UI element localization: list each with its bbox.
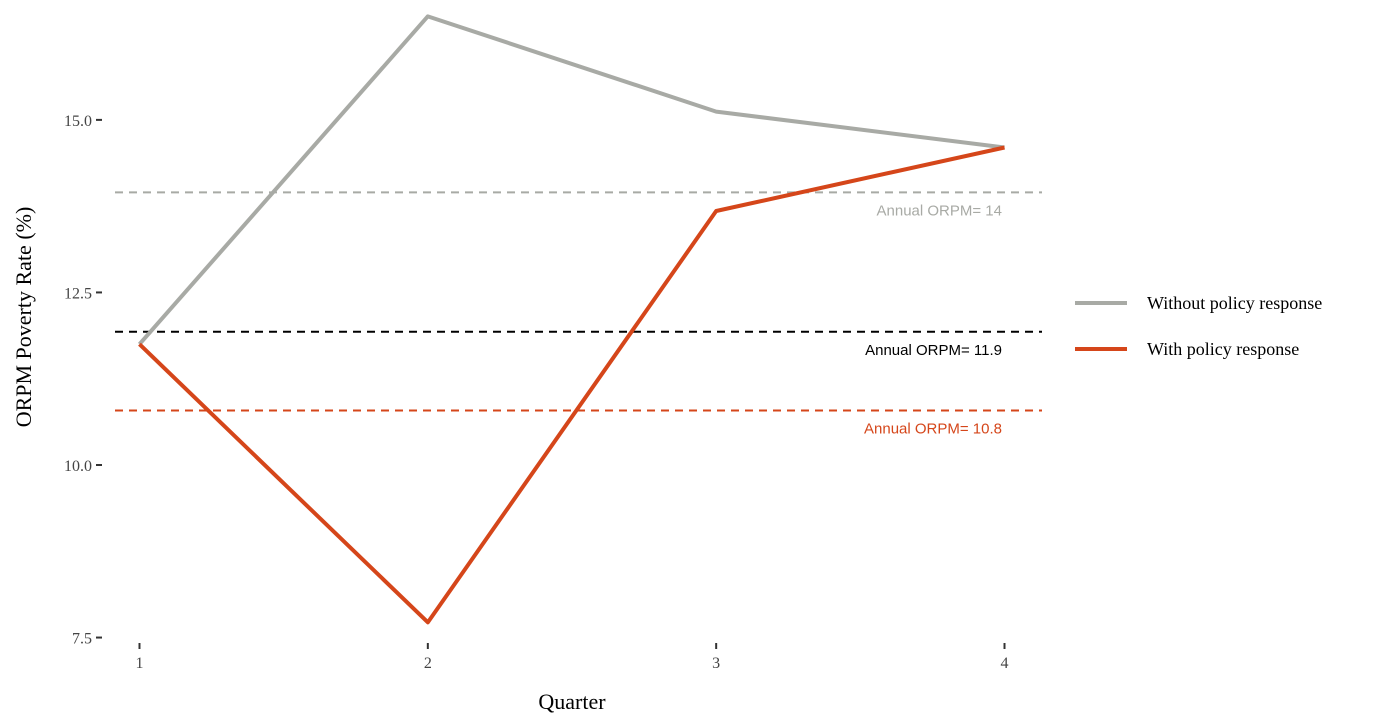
series-lines — [137, 14, 1005, 625]
y-tick-label-2: 12.5 — [64, 285, 92, 302]
x-axis: 1 2 3 4 — [135, 643, 1009, 672]
y-tick-label-0: 7.5 — [72, 631, 92, 648]
reference-lines: Annual ORPM= 14 Annual ORPM= 11.9 Annual O… — [115, 191, 1042, 437]
legend-label-0: Without policy response — [1147, 293, 1322, 313]
y-tick-label-1: 10.0 — [64, 458, 92, 475]
series-line-1 — [138, 145, 1005, 625]
x-tick-label-0: 1 — [135, 655, 143, 672]
legend: Without policy response With policy respo… — [1075, 293, 1322, 359]
x-axis-title: Quarter — [538, 689, 606, 714]
x-tick-label-1: 2 — [424, 655, 432, 672]
reference-line-label-0: Annual ORPM= 14 — [877, 202, 1003, 219]
y-tick-label-3: 15.0 — [64, 113, 92, 130]
y-axis: 7.5 10.0 12.5 15.0 — [64, 113, 102, 648]
legend-label-1: With policy response — [1147, 339, 1299, 359]
x-tick-label-3: 4 — [1001, 655, 1009, 672]
series-line-0 — [137, 14, 1005, 346]
reference-line-label-2: Annual ORPM= 10.8 — [864, 420, 1002, 437]
x-tick-label-2: 3 — [712, 655, 720, 672]
y-axis-title: ORPM Poverty Rate (%) — [11, 207, 36, 428]
reference-line-label-1: Annual ORPM= 11.9 — [865, 342, 1002, 359]
